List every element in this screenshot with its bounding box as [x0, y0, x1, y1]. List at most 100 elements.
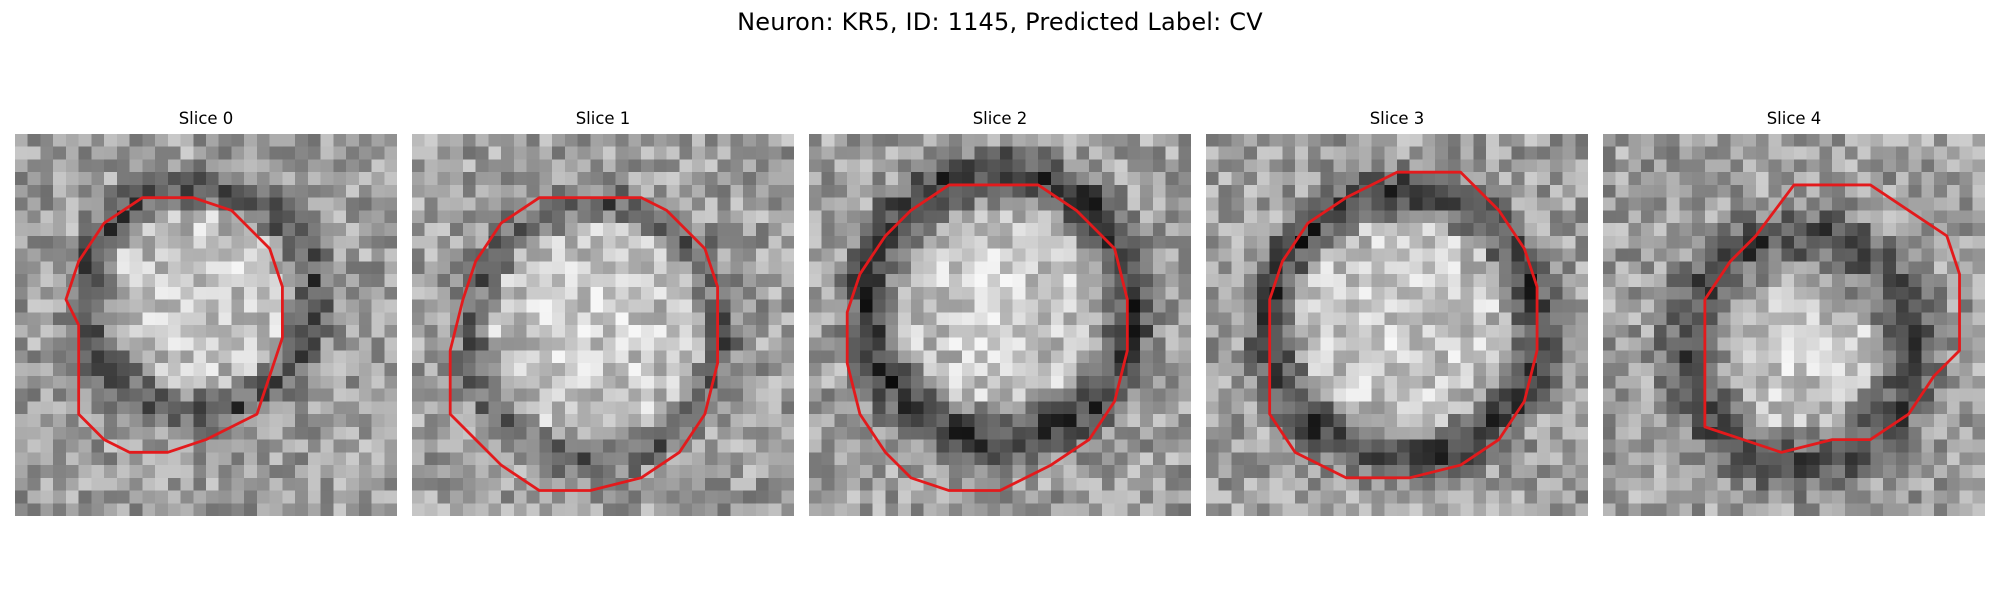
- image-pixel: [155, 363, 168, 376]
- image-pixel: [1448, 478, 1461, 491]
- image-pixel: [1140, 350, 1153, 363]
- image-pixel: [1679, 159, 1692, 172]
- image-pixel: [1076, 223, 1089, 236]
- image-pixel: [885, 312, 898, 325]
- image-pixel: [1807, 198, 1820, 211]
- image-pixel: [641, 325, 654, 338]
- image-pixel: [1781, 147, 1794, 160]
- image-pixel: [117, 376, 130, 389]
- image-pixel: [1654, 325, 1667, 338]
- image-pixel: [847, 427, 860, 440]
- image-pixel: [860, 401, 873, 414]
- image-pixel: [1089, 452, 1102, 465]
- image-pixel: [885, 363, 898, 376]
- image-pixel: [527, 338, 540, 351]
- image-pixel: [1346, 249, 1359, 262]
- image-pixel: [1718, 401, 1731, 414]
- image-pixel: [270, 134, 283, 147]
- image-pixel: [730, 312, 743, 325]
- image-pixel: [1832, 236, 1845, 249]
- image-pixel: [1616, 210, 1629, 223]
- image-pixel: [565, 389, 578, 402]
- image-pixel: [1524, 414, 1537, 427]
- image-pixel: [1270, 312, 1283, 325]
- image-pixel: [1947, 503, 1960, 516]
- image-pixel: [425, 350, 438, 363]
- image-pixel: [1372, 427, 1385, 440]
- image-pixel: [743, 325, 756, 338]
- image-pixel: [104, 159, 117, 172]
- image-pixel: [1473, 274, 1486, 287]
- image-pixel: [692, 147, 705, 160]
- image-pixel: [40, 134, 53, 147]
- image-pixel: [219, 185, 232, 198]
- image-pixel: [1934, 198, 1947, 211]
- image-pixel: [936, 325, 949, 338]
- image-pixel: [743, 452, 756, 465]
- image-pixel: [1127, 414, 1140, 427]
- image-pixel: [565, 478, 578, 491]
- image-pixel: [1769, 478, 1782, 491]
- image-pixel: [578, 503, 591, 516]
- image-pixel: [384, 338, 397, 351]
- image-pixel: [28, 465, 41, 478]
- image-pixel: [1308, 185, 1321, 198]
- image-pixel: [1064, 236, 1077, 249]
- image-pixel: [1140, 274, 1153, 287]
- image-pixel: [321, 159, 334, 172]
- image-pixel: [142, 427, 155, 440]
- image-pixel: [578, 478, 591, 491]
- image-pixel: [15, 185, 28, 198]
- image-pixel: [1206, 414, 1219, 427]
- image-pixel: [1206, 210, 1219, 223]
- image-pixel: [1628, 261, 1641, 274]
- image-pixel: [1628, 185, 1641, 198]
- image-pixel: [1679, 376, 1692, 389]
- slice-panel-3: Slice 3: [1206, 108, 1588, 130]
- image-pixel: [488, 134, 501, 147]
- image-pixel: [1718, 159, 1731, 172]
- image-pixel: [321, 147, 334, 160]
- image-pixel: [155, 338, 168, 351]
- image-pixel: [1616, 389, 1629, 402]
- image-pixel: [1384, 223, 1397, 236]
- image-pixel: [1308, 134, 1321, 147]
- image-pixel: [1089, 465, 1102, 478]
- image-pixel: [1461, 338, 1474, 351]
- image-pixel: [384, 401, 397, 414]
- image-pixel: [1127, 452, 1140, 465]
- image-pixel: [359, 376, 372, 389]
- image-pixel: [1115, 159, 1128, 172]
- image-pixel: [1960, 414, 1973, 427]
- image-pixel: [1603, 440, 1616, 453]
- image-pixel: [679, 465, 692, 478]
- image-pixel: [975, 210, 988, 223]
- image-pixel: [1359, 300, 1372, 313]
- image-pixel: [463, 172, 476, 185]
- image-pixel: [975, 172, 988, 185]
- image-pixel: [1550, 503, 1563, 516]
- image-pixel: [66, 401, 79, 414]
- image-pixel: [1603, 363, 1616, 376]
- image-pixel: [1127, 325, 1140, 338]
- image-pixel: [295, 414, 308, 427]
- image-pixel: [1575, 478, 1588, 491]
- image-pixel: [873, 491, 886, 504]
- image-pixel: [1769, 503, 1782, 516]
- image-pixel: [308, 312, 321, 325]
- slice-title-1: Slice 1: [412, 108, 794, 130]
- image-pixel: [1000, 261, 1013, 274]
- image-pixel: [1743, 376, 1756, 389]
- image-pixel: [295, 427, 308, 440]
- image-pixel: [949, 414, 962, 427]
- image-pixel: [1845, 389, 1858, 402]
- image-pixel: [885, 261, 898, 274]
- image-pixel: [962, 274, 975, 287]
- image-pixel: [1730, 452, 1743, 465]
- image-pixel: [809, 185, 822, 198]
- image-pixel: [1718, 249, 1731, 262]
- image-pixel: [1603, 261, 1616, 274]
- image-pixel: [679, 325, 692, 338]
- image-pixel: [91, 440, 104, 453]
- image-pixel: [1051, 172, 1064, 185]
